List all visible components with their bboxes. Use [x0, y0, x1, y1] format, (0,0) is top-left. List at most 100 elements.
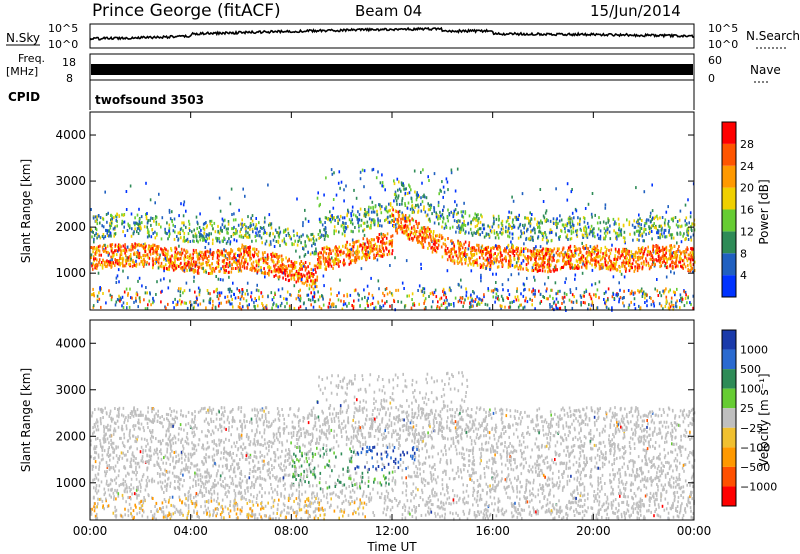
- power-point: [380, 254, 383, 258]
- power-point: [407, 227, 410, 231]
- power-point: [287, 274, 289, 278]
- power-point: [534, 278, 536, 282]
- power-point: [432, 232, 435, 236]
- power-point: [660, 228, 663, 232]
- power-point: [115, 249, 117, 253]
- power-point: [609, 251, 612, 255]
- power-point: [324, 234, 326, 238]
- power-point: [426, 226, 429, 230]
- power-point: [461, 214, 463, 218]
- power-point: [138, 242, 140, 246]
- power-point: [655, 258, 657, 262]
- power-point: [250, 291, 253, 295]
- power-point: [305, 307, 307, 311]
- power-point: [231, 298, 233, 301]
- power-point: [228, 254, 231, 258]
- power-point: [402, 184, 405, 188]
- power-point: [476, 258, 478, 262]
- power-point: [280, 254, 283, 258]
- power-point: [154, 262, 156, 265]
- power-point: [114, 258, 116, 262]
- power-point: [276, 231, 278, 234]
- power-point: [308, 262, 311, 266]
- power-point: [134, 223, 136, 227]
- power-point: [647, 218, 650, 222]
- power-point: [492, 272, 494, 276]
- power-point: [421, 290, 424, 294]
- power-point: [137, 254, 140, 258]
- power-point: [352, 304, 355, 308]
- power-point: [431, 245, 434, 249]
- power-point: [518, 224, 521, 228]
- power-point: [508, 305, 510, 309]
- power-point: [649, 257, 652, 261]
- power-point: [226, 230, 228, 234]
- power-point: [262, 259, 265, 263]
- power-point: [172, 223, 174, 227]
- power-point: [660, 304, 663, 308]
- power-point: [569, 225, 572, 229]
- power-point: [492, 214, 495, 218]
- power-point: [590, 303, 593, 307]
- power-point: [585, 264, 588, 268]
- power-point: [121, 304, 123, 308]
- power-point: [689, 258, 692, 262]
- power-point: [426, 213, 429, 217]
- power-point: [163, 277, 165, 281]
- power-point: [121, 261, 124, 265]
- power-point: [606, 228, 609, 231]
- power-point: [657, 231, 660, 235]
- power-point: [142, 264, 145, 268]
- power-point: [602, 265, 605, 269]
- power-point: [542, 258, 545, 262]
- power-point: [211, 268, 214, 272]
- power-point: [401, 202, 403, 206]
- power-point: [197, 266, 200, 270]
- power-point: [663, 257, 665, 261]
- power-point: [518, 257, 520, 260]
- power-point: [123, 290, 126, 294]
- power-point: [450, 210, 452, 214]
- power-point: [217, 304, 220, 308]
- power-point: [312, 298, 314, 302]
- power-point: [428, 295, 430, 298]
- power-point: [127, 222, 129, 226]
- power-point: [571, 211, 574, 215]
- power-point: [231, 262, 233, 266]
- power-point: [146, 307, 149, 311]
- power-point: [473, 253, 476, 256]
- power-point: [392, 208, 394, 212]
- power-point: [517, 216, 520, 219]
- power-point: [130, 296, 132, 300]
- power-point: [398, 215, 400, 219]
- power-point: [181, 300, 183, 304]
- freq-panel: [89, 53, 695, 81]
- power-point: [138, 207, 140, 211]
- power-point: [671, 303, 673, 307]
- power-point: [316, 196, 319, 200]
- power-point: [451, 259, 454, 263]
- power-point: [404, 214, 407, 217]
- power-point: [649, 296, 651, 299]
- power-point: [216, 237, 219, 241]
- power-point: [273, 245, 276, 248]
- power-point: [333, 232, 335, 236]
- power-point: [272, 232, 274, 236]
- power-point: [671, 265, 674, 269]
- power-point: [475, 259, 477, 263]
- power-point: [346, 212, 349, 216]
- power-point: [350, 214, 353, 218]
- power-point: [230, 289, 233, 293]
- power-point: [461, 223, 463, 227]
- power-point: [465, 256, 467, 260]
- power-point: [583, 290, 586, 294]
- power-point: [107, 263, 109, 267]
- power-point: [260, 266, 262, 269]
- power-point: [477, 219, 479, 223]
- power-point: [566, 198, 569, 202]
- power-point: [563, 300, 565, 304]
- power-point: [573, 295, 575, 299]
- power-point: [479, 297, 481, 301]
- power-point: [300, 234, 303, 238]
- power-point: [189, 240, 192, 243]
